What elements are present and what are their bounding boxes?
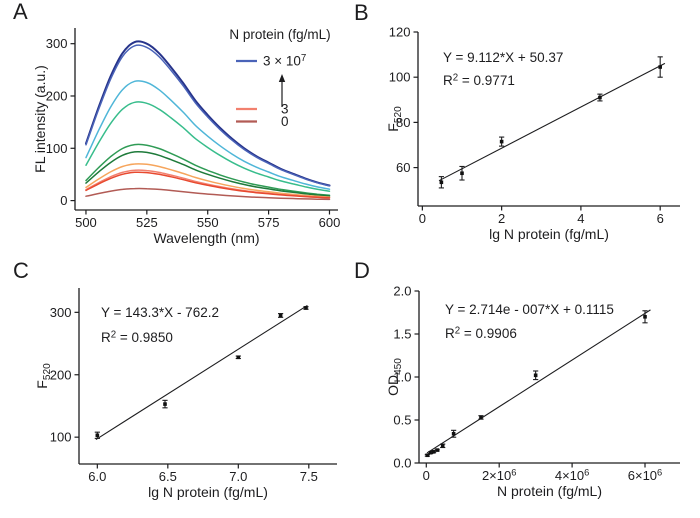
x-tick-label: 7.0	[229, 469, 247, 484]
legend-title: N protein (fg/mL)	[229, 27, 330, 42]
panel-label-d: D	[354, 258, 370, 283]
fit-line	[438, 62, 666, 182]
x-axis-title: lg N protein (fg/mL)	[148, 484, 268, 500]
y-tick-label: 200	[50, 367, 72, 382]
y-tick-label: 1.0	[393, 370, 411, 385]
data-point	[439, 180, 444, 185]
legend-entry-label: 3 × 107	[263, 53, 306, 69]
y-axis-title: OD450	[385, 358, 404, 396]
data-point	[163, 402, 167, 406]
equation-text: Y = 2.714e - 007*X + 0.1115	[445, 302, 614, 317]
data-point	[479, 415, 483, 420]
x-tick-label: 2	[498, 211, 505, 226]
data-point	[658, 65, 662, 69]
r-squared-text: R2 = 0.9771	[443, 73, 515, 89]
panel-label-a: A	[13, 0, 28, 24]
spectrum-curve-blue	[85, 44, 331, 187]
data-point	[533, 373, 538, 378]
y-tick-label: 300	[50, 305, 72, 320]
y-tick-label: 0	[60, 193, 67, 208]
x-axis-title: lg N protein (fg/mL)	[489, 226, 609, 242]
y-tick-label: 200	[46, 88, 68, 103]
x-tick-label: 600	[319, 215, 341, 230]
y-tick-label: 300	[46, 36, 68, 51]
legend-entry-label: 0	[281, 114, 289, 129]
data-point	[643, 315, 647, 319]
calibration-chart-b: 0 2 4 6 60 80 100 120 lg N protein (fg/mL) F520 Y …	[385, 25, 680, 242]
x-tick-label: 2×106	[482, 468, 517, 484]
x-tick-label: 6.5	[159, 469, 177, 484]
data-point	[499, 139, 504, 144]
data-point	[451, 431, 456, 436]
x-tick-label: 7.5	[300, 469, 318, 484]
x-tick-label: 4	[577, 211, 584, 226]
y-tick-label: 100	[50, 430, 72, 445]
data-point	[428, 450, 433, 455]
legend-entry-label: 3	[281, 102, 289, 117]
y-tick-label: 60	[396, 160, 410, 175]
spectrum-curve-orange	[85, 163, 331, 198]
data-point	[304, 306, 308, 310]
y-tick-label: 80	[396, 115, 410, 130]
spectrum-curve-red	[85, 171, 331, 199]
x-tick-label: 6	[657, 211, 664, 226]
data-point	[598, 95, 602, 100]
x-axis-title: N protein (fg/mL)	[497, 483, 602, 499]
x-tick-label: 6×106	[628, 468, 663, 484]
spectra-chart: 500 525 550 575 600 0 100 200 300 Wavelength (nm)…	[32, 27, 341, 246]
data-point	[440, 444, 445, 448]
y-tick-label: 2.0	[393, 284, 411, 299]
spectrum-curve-dark-green	[85, 150, 331, 197]
fit-line	[95, 304, 308, 441]
spectrum-curve-spring-green	[85, 101, 331, 192]
fit-line	[426, 309, 651, 454]
y-tick-label: 100	[46, 141, 68, 156]
data-point	[431, 450, 436, 454]
y-tick-label: 1.5	[393, 327, 411, 342]
y-axis-title: F520	[385, 106, 404, 132]
x-tick-label: 550	[197, 215, 219, 230]
spectrum-curve-green	[85, 143, 331, 197]
y-axis-title: FL intensity (a.u.)	[32, 65, 48, 173]
y-tick-label: 0.5	[393, 413, 411, 428]
data-point	[435, 448, 440, 452]
y-tick-label: 120	[389, 25, 411, 40]
equation-text: Y = 143.3*X - 762.2	[101, 305, 219, 320]
elisa-chart-d: 0 2×106 4×106 6×106 0.0 0.5 1.0 1.5 2.0 N protein…	[385, 284, 680, 499]
panel-label-b: B	[354, 0, 369, 25]
x-axis-title: Wavelength (nm)	[153, 230, 259, 246]
data-point	[460, 171, 464, 176]
x-tick-label: 525	[136, 215, 158, 230]
x-tick-label: 500	[75, 215, 97, 230]
r-squared-text: R2 = 0.9906	[445, 326, 517, 342]
data-point	[278, 313, 283, 318]
calibration-chart-c: 6.0 6.5 7.0 7.5 100 200 300 lg N protein (fg/mL…	[34, 288, 337, 500]
data-point	[95, 433, 100, 438]
y-axis-title: F520	[34, 363, 53, 389]
x-tick-label: 0	[419, 211, 426, 226]
x-tick-label: 4×106	[555, 468, 590, 484]
x-tick-label: 575	[258, 215, 280, 230]
equation-text: Y = 9.112*X + 50.37	[443, 50, 563, 65]
y-tick-label: 0.0	[393, 456, 411, 471]
panel-label-c: C	[13, 258, 29, 283]
data-point	[236, 355, 241, 360]
spectrum-curve-cyan	[85, 80, 331, 190]
x-tick-label: 0	[423, 468, 430, 483]
legend-arrow-up-icon	[278, 74, 286, 82]
y-tick-label: 100	[389, 70, 411, 85]
r-squared-text: R2 = 0.9850	[101, 330, 173, 346]
spectrum-curve-dark-red	[85, 187, 331, 201]
data-point	[425, 453, 430, 458]
x-tick-label: 6.0	[88, 469, 106, 484]
